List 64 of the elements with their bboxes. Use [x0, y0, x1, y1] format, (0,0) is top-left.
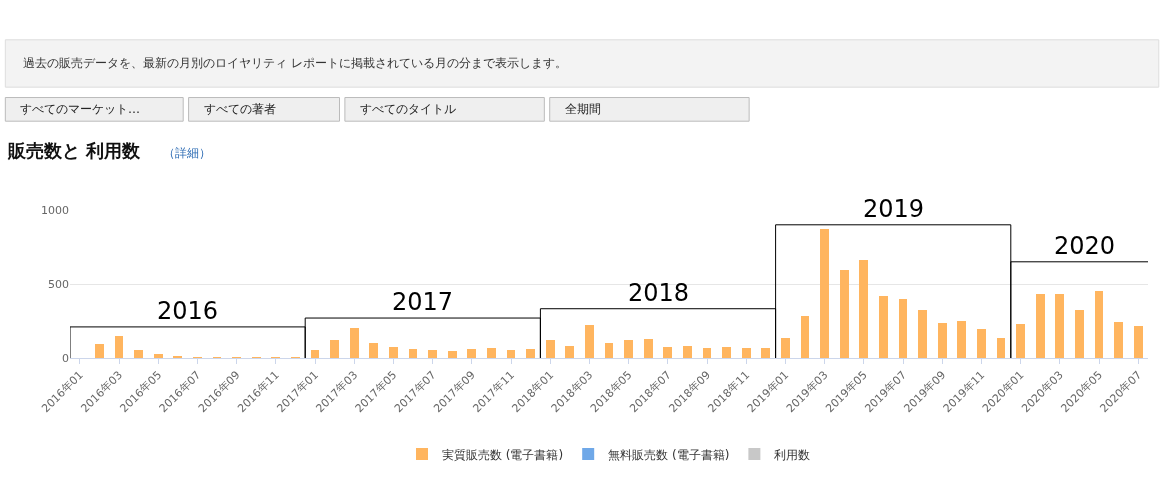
- bar: [584, 324, 594, 358]
- y-tick-label: 0: [62, 351, 69, 365]
- bar: [1016, 323, 1026, 358]
- annotation: 2016: [157, 297, 219, 325]
- annotation: 2018: [628, 279, 690, 307]
- bar: [1074, 310, 1084, 358]
- bar: [388, 346, 398, 358]
- bar: [369, 342, 379, 358]
- bar: [996, 338, 1006, 358]
- bar: [663, 346, 673, 358]
- legend-label: 実質販売数 (電子書籍): [442, 447, 564, 462]
- bar: [780, 338, 790, 358]
- bar: [1114, 321, 1124, 358]
- bar: [153, 354, 163, 358]
- text: すべてのマーケット…: [20, 102, 140, 116]
- bar: [94, 343, 104, 358]
- bar: [976, 329, 986, 358]
- bar: [545, 340, 555, 358]
- y-tick-label: 1000: [41, 203, 69, 217]
- bar: [565, 345, 575, 358]
- bar: [486, 347, 496, 358]
- bar: [741, 347, 751, 358]
- bar: [624, 340, 634, 358]
- bar: [604, 342, 614, 358]
- legend-label: 利用数: [774, 447, 811, 462]
- annotation: 2019: [863, 195, 925, 223]
- legend-label: 無料販売数 (電子書籍): [608, 447, 730, 462]
- annotation: 2017: [392, 288, 454, 316]
- annotation: 2020: [1054, 232, 1116, 260]
- bar: [1055, 294, 1065, 358]
- bar: [467, 349, 477, 358]
- bar: [447, 351, 457, 358]
- bar: [526, 348, 536, 358]
- bar: [506, 350, 516, 358]
- bar: [957, 321, 967, 358]
- bar: [918, 310, 928, 358]
- bar: [1035, 294, 1045, 358]
- bar: [408, 349, 418, 358]
- bar: [643, 338, 653, 358]
- text: すべての著者: [204, 102, 276, 116]
- text: すべてのタイトル: [360, 102, 456, 116]
- bar: [878, 296, 888, 358]
- chart-title: 販売数と 利用数: [7, 140, 142, 161]
- text: 全期間: [565, 102, 601, 116]
- bar: [722, 346, 732, 358]
- bar: [820, 229, 830, 358]
- text: 過去の販売データを、最新の月別のロイヤリティ レポートに掲載されている月の分まで表示します。: [23, 56, 567, 70]
- bar: [898, 298, 908, 358]
- y-tick-label: 500: [48, 277, 69, 291]
- bar: [800, 315, 810, 358]
- bar: [114, 335, 124, 358]
- bar: [310, 350, 320, 358]
- bar: [134, 350, 144, 358]
- bar: [859, 260, 869, 358]
- bar: [428, 350, 438, 358]
- bar: [330, 339, 340, 358]
- bar: [1133, 325, 1143, 358]
- bar: [682, 345, 692, 358]
- bar: [839, 269, 849, 358]
- bar: [761, 347, 771, 358]
- chart-subtitle: （詳細）: [163, 146, 212, 160]
- bar: [349, 327, 359, 358]
- bar: [937, 322, 947, 358]
- bar: [1094, 291, 1104, 358]
